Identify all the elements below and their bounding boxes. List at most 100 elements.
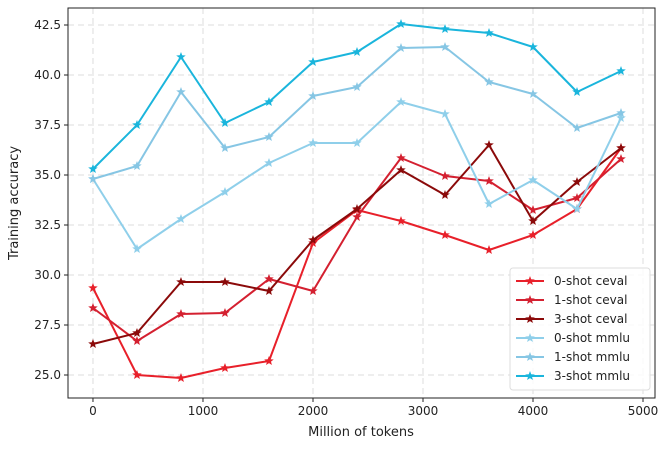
data-point: [396, 97, 406, 106]
data-point: [528, 42, 538, 51]
data-point: [352, 212, 362, 221]
data-point: [396, 43, 406, 52]
data-point: [440, 190, 450, 199]
data-point: [616, 143, 626, 152]
legend-marker: [525, 295, 535, 304]
data-point: [176, 52, 186, 61]
data-point: [308, 238, 318, 247]
axis-ticks: 0 1000 2000 3000 4000 5000 25.0 27.5 30.0 32.5 35.…: [34, 18, 658, 418]
y-tick-label: 37.5: [34, 118, 61, 132]
data-point: [88, 339, 98, 348]
data-point: [484, 199, 494, 208]
data-point: [396, 153, 406, 162]
data-point: [396, 216, 406, 225]
data-point: [616, 66, 626, 75]
legend-label: 3-shot mmlu: [554, 369, 630, 383]
series-1-shot-mmlu: [88, 42, 626, 183]
data-point: [352, 204, 362, 213]
data-point: [308, 286, 318, 295]
data-point: [440, 42, 450, 51]
series-line: [92, 23, 622, 170]
data-point: [264, 274, 274, 283]
data-point: [484, 140, 494, 149]
x-tick-label: 5000: [628, 404, 659, 418]
legend-label: 1-shot ceval: [554, 293, 627, 307]
legend: 0-shot ceval 1-shot ceval 3-shot ceval 0-sh…: [509, 267, 651, 391]
data-point: [572, 123, 582, 132]
data-point: [572, 177, 582, 186]
data-point: [308, 57, 318, 66]
legend-marker: [525, 314, 535, 323]
y-axis-label: Training accuracy: [7, 146, 22, 261]
legend-marker: [525, 276, 535, 285]
y-tick-label: 35.0: [34, 168, 61, 182]
data-point: [440, 171, 450, 180]
series-0-shot-mmlu: [88, 97, 626, 253]
data-point: [572, 87, 582, 96]
data-point: [264, 97, 274, 106]
data-point: [484, 77, 494, 86]
data-point: [88, 174, 98, 183]
series-3-shot-mmlu: [88, 19, 626, 173]
grid: [68, 8, 655, 398]
data-point: [484, 176, 494, 185]
legend-marker: [525, 371, 535, 380]
data-point: [220, 363, 230, 372]
plot-frame: [67, 7, 656, 399]
data-point: [88, 164, 98, 173]
data-point: [616, 154, 626, 163]
data-point: [616, 108, 626, 117]
legend-marker: [525, 333, 535, 342]
data-point: [396, 165, 406, 174]
legend-label: 0-shot ceval: [554, 274, 627, 288]
data-point: [308, 235, 318, 244]
x-axis-label: Million of tokens: [308, 425, 414, 440]
data-point: [264, 286, 274, 295]
data-point: [176, 214, 186, 223]
data-point: [528, 216, 538, 225]
y-tick-label: 42.5: [34, 18, 61, 32]
data-point: [220, 308, 230, 317]
data-point: [484, 28, 494, 37]
x-tick-label: 0: [89, 404, 97, 418]
data-point: [528, 205, 538, 214]
data-point: [132, 370, 142, 379]
data-point: [264, 158, 274, 167]
data-point: [528, 175, 538, 184]
data-point: [176, 309, 186, 318]
data-point: [132, 336, 142, 345]
data-point: [352, 47, 362, 56]
legend-label: 3-shot ceval: [554, 312, 627, 326]
x-tick-label: 2000: [298, 404, 329, 418]
data-point: [132, 328, 142, 337]
series-1-shot-ceval: [88, 153, 626, 345]
series-3-shot-ceval: [88, 140, 626, 348]
data-point: [352, 138, 362, 147]
data-point: [308, 91, 318, 100]
data-point: [528, 230, 538, 239]
data-point: [352, 82, 362, 91]
data-point: [132, 244, 142, 253]
data-point: [132, 161, 142, 170]
data-point: [88, 303, 98, 312]
x-tick-label: 4000: [518, 404, 549, 418]
legend-label: 0-shot mmlu: [554, 331, 630, 345]
data-point: [220, 187, 230, 196]
legend-marker: [525, 352, 535, 361]
legend-label: 1-shot mmlu: [554, 350, 630, 364]
data-point: [176, 87, 186, 96]
y-tick-label: 30.0: [34, 268, 61, 282]
data-point: [440, 109, 450, 118]
data-point: [220, 277, 230, 286]
data-point: [572, 204, 582, 213]
x-tick-label: 1000: [188, 404, 219, 418]
data-point: [308, 138, 318, 147]
data-point: [176, 277, 186, 286]
x-tick-label: 3000: [408, 404, 439, 418]
data-point: [440, 230, 450, 239]
data-point: [264, 356, 274, 365]
data-point: [616, 113, 626, 122]
series-line: [92, 46, 622, 180]
data-point: [264, 132, 274, 141]
